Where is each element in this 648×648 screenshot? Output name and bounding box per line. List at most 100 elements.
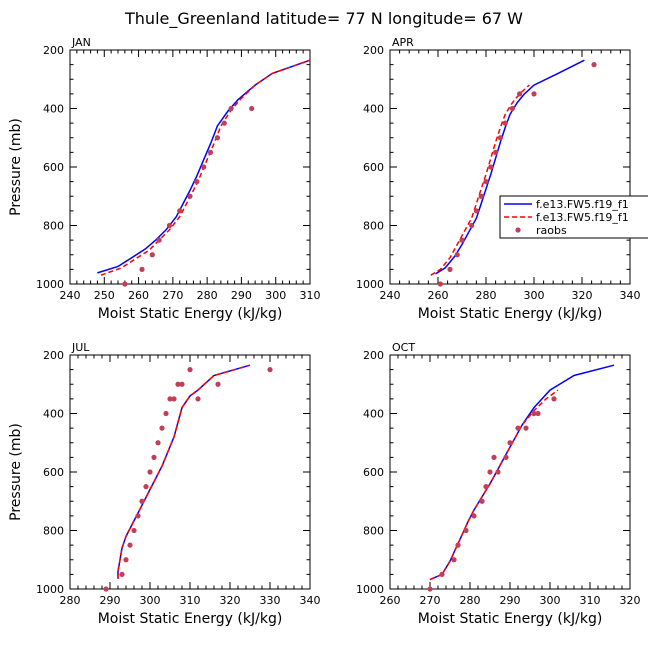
raobs-point [463,527,469,534]
x-axis-label: Moist Static Energy (kJ/kg) [98,306,283,322]
raobs-point [479,498,485,504]
raobs-point [267,367,273,373]
raobs-point [454,252,460,258]
y-tick-label: 800 [43,220,64,233]
raobs-point [502,120,508,126]
raobs-point [469,222,475,229]
y-tick-label: 600 [43,161,64,174]
raobs-point [495,469,501,475]
x-axis-label: Moist Static Energy (kJ/kg) [98,611,283,627]
raobs-point [471,513,477,519]
panel-label: APR [392,36,414,49]
raobs-point [459,237,465,243]
raobs-point [497,135,503,141]
raobs-point [171,396,177,402]
plot-frame [389,49,631,285]
raobs-point [551,396,557,402]
x-tick-label: 260 [128,289,149,302]
y-tick-label: 600 [363,466,384,479]
x-tick-label: 300 [140,594,161,607]
x-tick-label: 340 [300,594,321,607]
raobs-point [215,381,221,387]
x-tick-label: 240 [380,289,401,302]
model-line-dashed [430,84,530,276]
panel-jul: 280 290 300 310 320 330 340 200 400 600 800 1000 JUL… [8,341,321,627]
y-tick-label: 200 [363,44,384,57]
plot-frame [389,354,631,590]
raobs-point [487,469,493,475]
panel-label: JAN [71,36,91,49]
raobs-point [155,440,161,446]
x-tick-label: 290 [231,289,252,302]
y-tick-label: 400 [363,408,384,421]
raobs-point [147,469,153,475]
x-tick-label: 320 [572,289,593,302]
figure-title: Thule_Greenland latitude= 77 N longitude… [124,9,523,29]
y-tick-label: 200 [43,349,64,362]
raobs-point [447,266,453,272]
y-axis-label: Pressure (mb) [8,118,24,216]
raobs-point [149,252,155,258]
y-tick-label: 600 [363,161,384,174]
raobs-point [163,410,169,417]
x-axis-label: Moist Static Energy (kJ/kg) [418,306,603,322]
x-tick-label: 280 [197,289,218,302]
x-tick-label: 310 [300,289,321,302]
raobs-point [473,208,479,214]
y-tick-label: 400 [363,103,384,116]
raobs-point [507,440,513,446]
x-tick-label: 240 [60,289,81,302]
y-tick-label: 600 [43,466,64,479]
x-tick-label: 320 [220,594,241,607]
x-tick-label: 270 [162,289,183,302]
x-tick-label: 340 [620,289,641,302]
panel-label: JUL [71,341,90,354]
raobs-point [127,542,133,548]
y-tick-label: 400 [43,408,64,421]
raobs-point [166,222,173,229]
plot-frame [69,49,311,285]
raobs-point [123,557,129,563]
legend-label: raobs [536,224,567,237]
raobs-point [156,237,162,243]
x-tick-label: 310 [180,594,201,607]
raobs-point [214,135,221,141]
raobs-point [201,164,207,170]
model-line-solid [97,59,311,274]
y-tick-label: 1000 [36,583,64,596]
raobs-point [119,571,125,577]
y-tick-label: 400 [43,103,64,116]
raobs-point [221,120,227,126]
raobs-point [135,513,141,519]
x-tick-label: 320 [620,594,641,607]
raobs-point [131,527,137,534]
x-tick-label: 280 [460,594,481,607]
raobs-point [187,193,193,199]
x-tick-label: 300 [540,594,561,607]
raobs-point [175,381,181,387]
raobs-point [194,179,200,185]
raobs-point [493,149,499,155]
raobs-point [143,484,149,490]
raobs-point [177,208,183,214]
x-tick-label: 270 [420,594,441,607]
raobs-point [488,164,494,170]
raobs-point [437,281,443,287]
raobs-point [483,484,489,490]
raobs-point [103,586,109,592]
panel-jan: 240 250 260 270 280 290 300 310 200 400 600 800 1000… [8,36,321,322]
raobs-point [139,498,145,504]
x-tick-label: 280 [60,594,81,607]
raobs-point [591,62,597,68]
model-line-solid [117,364,251,579]
legend-marker-dot [515,227,521,233]
panel-oct: 260 270 280 290 300 310 320 200 400 600 800 1000 OCT… [356,341,641,627]
panel-apr: 240 260 280 300 320 340 200 400 600 800 1000 APR Moi… [356,36,641,322]
x-tick-label: 300 [265,289,286,302]
x-tick-label: 330 [260,594,281,607]
x-tick-label: 290 [500,594,521,607]
y-tick-label: 800 [363,525,384,538]
y-tick-label: 800 [363,220,384,233]
